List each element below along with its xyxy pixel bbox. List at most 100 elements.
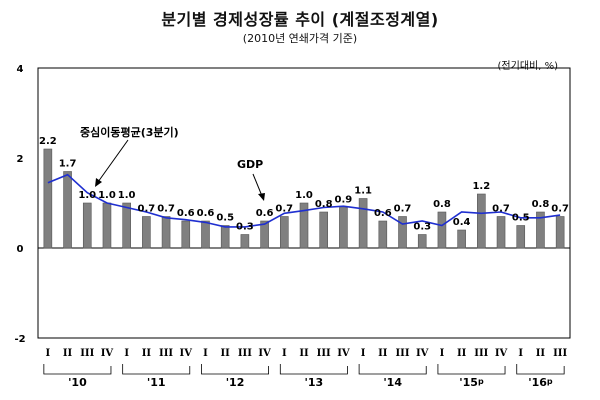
quarter-label: III bbox=[474, 348, 488, 359]
gdp-bar bbox=[378, 220, 388, 249]
gdp-bar bbox=[496, 216, 506, 249]
moving-average-arrow bbox=[97, 139, 129, 183]
value-label: 1.0 bbox=[98, 190, 116, 201]
unit-label: (전기대비, %) bbox=[497, 61, 558, 72]
value-label: 0.8 bbox=[433, 199, 451, 210]
quarter-label: IV bbox=[258, 348, 271, 359]
quarter-label: III bbox=[395, 348, 409, 359]
year-bracket bbox=[122, 364, 191, 375]
gdp-annotation: GDP bbox=[237, 158, 263, 171]
chart-subtitle: (2010년 연쇄가격 기준) bbox=[242, 32, 358, 45]
year-bracket bbox=[279, 364, 348, 375]
preliminary-marker: p bbox=[547, 377, 553, 386]
quarter-label: II bbox=[378, 348, 388, 359]
value-label: 0.6 bbox=[374, 208, 392, 219]
quarter-label: IV bbox=[180, 348, 193, 359]
value-label: 0.8 bbox=[532, 199, 550, 210]
quarter-label: III bbox=[317, 348, 331, 359]
moving-average-line bbox=[47, 173, 561, 228]
quarter-label: II bbox=[299, 348, 309, 359]
gdp-bar bbox=[161, 216, 171, 249]
year-label: '14 bbox=[383, 376, 402, 389]
quarter-label: I bbox=[124, 348, 129, 359]
gdp-bar bbox=[201, 220, 210, 249]
gdp-bar bbox=[142, 216, 151, 249]
gdp-bar bbox=[536, 211, 545, 249]
value-label: 0.9 bbox=[335, 195, 353, 206]
y-tick-label: 2 bbox=[17, 154, 24, 165]
gdp-bar bbox=[102, 202, 112, 249]
value-label: 0.6 bbox=[197, 208, 215, 219]
gdp-bar bbox=[398, 216, 407, 249]
gdp-bar bbox=[516, 225, 526, 249]
preliminary-marker: p bbox=[478, 377, 484, 386]
quarter-label: III bbox=[159, 348, 173, 359]
value-label: 0.3 bbox=[236, 222, 254, 233]
gdp-bar bbox=[181, 220, 191, 249]
year-bracket bbox=[437, 364, 506, 375]
value-label: 0.6 bbox=[177, 208, 195, 219]
gdp-arrow bbox=[252, 173, 263, 197]
gdp-bar bbox=[260, 220, 269, 249]
plot-frame bbox=[37, 67, 571, 339]
value-label: 0.8 bbox=[315, 199, 333, 210]
year-label: '11 bbox=[147, 376, 166, 389]
gdp-bar bbox=[555, 216, 565, 249]
quarter-label: II bbox=[221, 348, 231, 359]
gdp-bar bbox=[417, 234, 427, 249]
gdp-bar bbox=[299, 202, 309, 249]
value-label: 0.7 bbox=[275, 204, 293, 215]
quarter-label: IV bbox=[101, 348, 114, 359]
value-label: 0.5 bbox=[216, 213, 234, 224]
value-label: 0.7 bbox=[157, 204, 175, 215]
quarter-label: IV bbox=[416, 348, 429, 359]
quarter-label: I bbox=[518, 348, 523, 359]
gdp-bar bbox=[437, 211, 447, 249]
year-label: '16p bbox=[528, 376, 553, 389]
year-label: '15p bbox=[459, 376, 484, 389]
quarter-label: III bbox=[80, 348, 94, 359]
moving-average-annotation: 중심이동평균(3분기) bbox=[80, 125, 179, 139]
gdp-bar bbox=[240, 234, 250, 249]
y-tick-label: -2 bbox=[14, 334, 25, 345]
gdp-bar bbox=[358, 198, 368, 249]
value-label: 1.0 bbox=[118, 190, 136, 201]
gdp-bar bbox=[457, 229, 466, 249]
year-label: '13 bbox=[305, 376, 324, 389]
year-bracket bbox=[358, 364, 427, 375]
value-label: 0.5 bbox=[512, 213, 530, 224]
gdp-bar bbox=[122, 202, 131, 249]
y-tick-label: 0 bbox=[17, 244, 24, 255]
value-label: 1.7 bbox=[59, 159, 77, 170]
year-bracket bbox=[516, 364, 565, 375]
y-tick-label: 4 bbox=[17, 64, 24, 75]
year-bracket bbox=[43, 364, 112, 375]
gdp-bar bbox=[220, 225, 230, 249]
quarter-label: II bbox=[142, 348, 152, 359]
quarter-label: III bbox=[553, 348, 567, 359]
year-label: '10 bbox=[68, 376, 87, 389]
quarter-label: II bbox=[63, 348, 73, 359]
value-label: 0.4 bbox=[453, 217, 471, 228]
value-label: 0.7 bbox=[492, 204, 510, 215]
value-label: 0.7 bbox=[394, 204, 412, 215]
quarter-label: I bbox=[46, 348, 51, 359]
gdp-arrowhead bbox=[258, 193, 265, 201]
value-label: 0.7 bbox=[551, 204, 569, 215]
value-label: 0.6 bbox=[256, 208, 274, 219]
value-label: 1.0 bbox=[78, 190, 96, 201]
year-bracket bbox=[201, 364, 269, 375]
quarter-label: II bbox=[457, 348, 467, 359]
value-label: 0.7 bbox=[138, 204, 156, 215]
value-label: 1.1 bbox=[354, 186, 372, 197]
value-label: 1.0 bbox=[295, 190, 313, 201]
gdp-bar bbox=[339, 207, 348, 249]
gdp-bar bbox=[319, 211, 329, 249]
quarter-label: I bbox=[282, 348, 287, 359]
quarter-label: IV bbox=[337, 348, 350, 359]
chart-title: 분기별 경제성장률 추이 (계절조정계열) bbox=[161, 10, 439, 29]
value-label: 2.2 bbox=[39, 136, 57, 147]
quarter-label: I bbox=[440, 348, 445, 359]
gdp-bar bbox=[477, 193, 486, 249]
